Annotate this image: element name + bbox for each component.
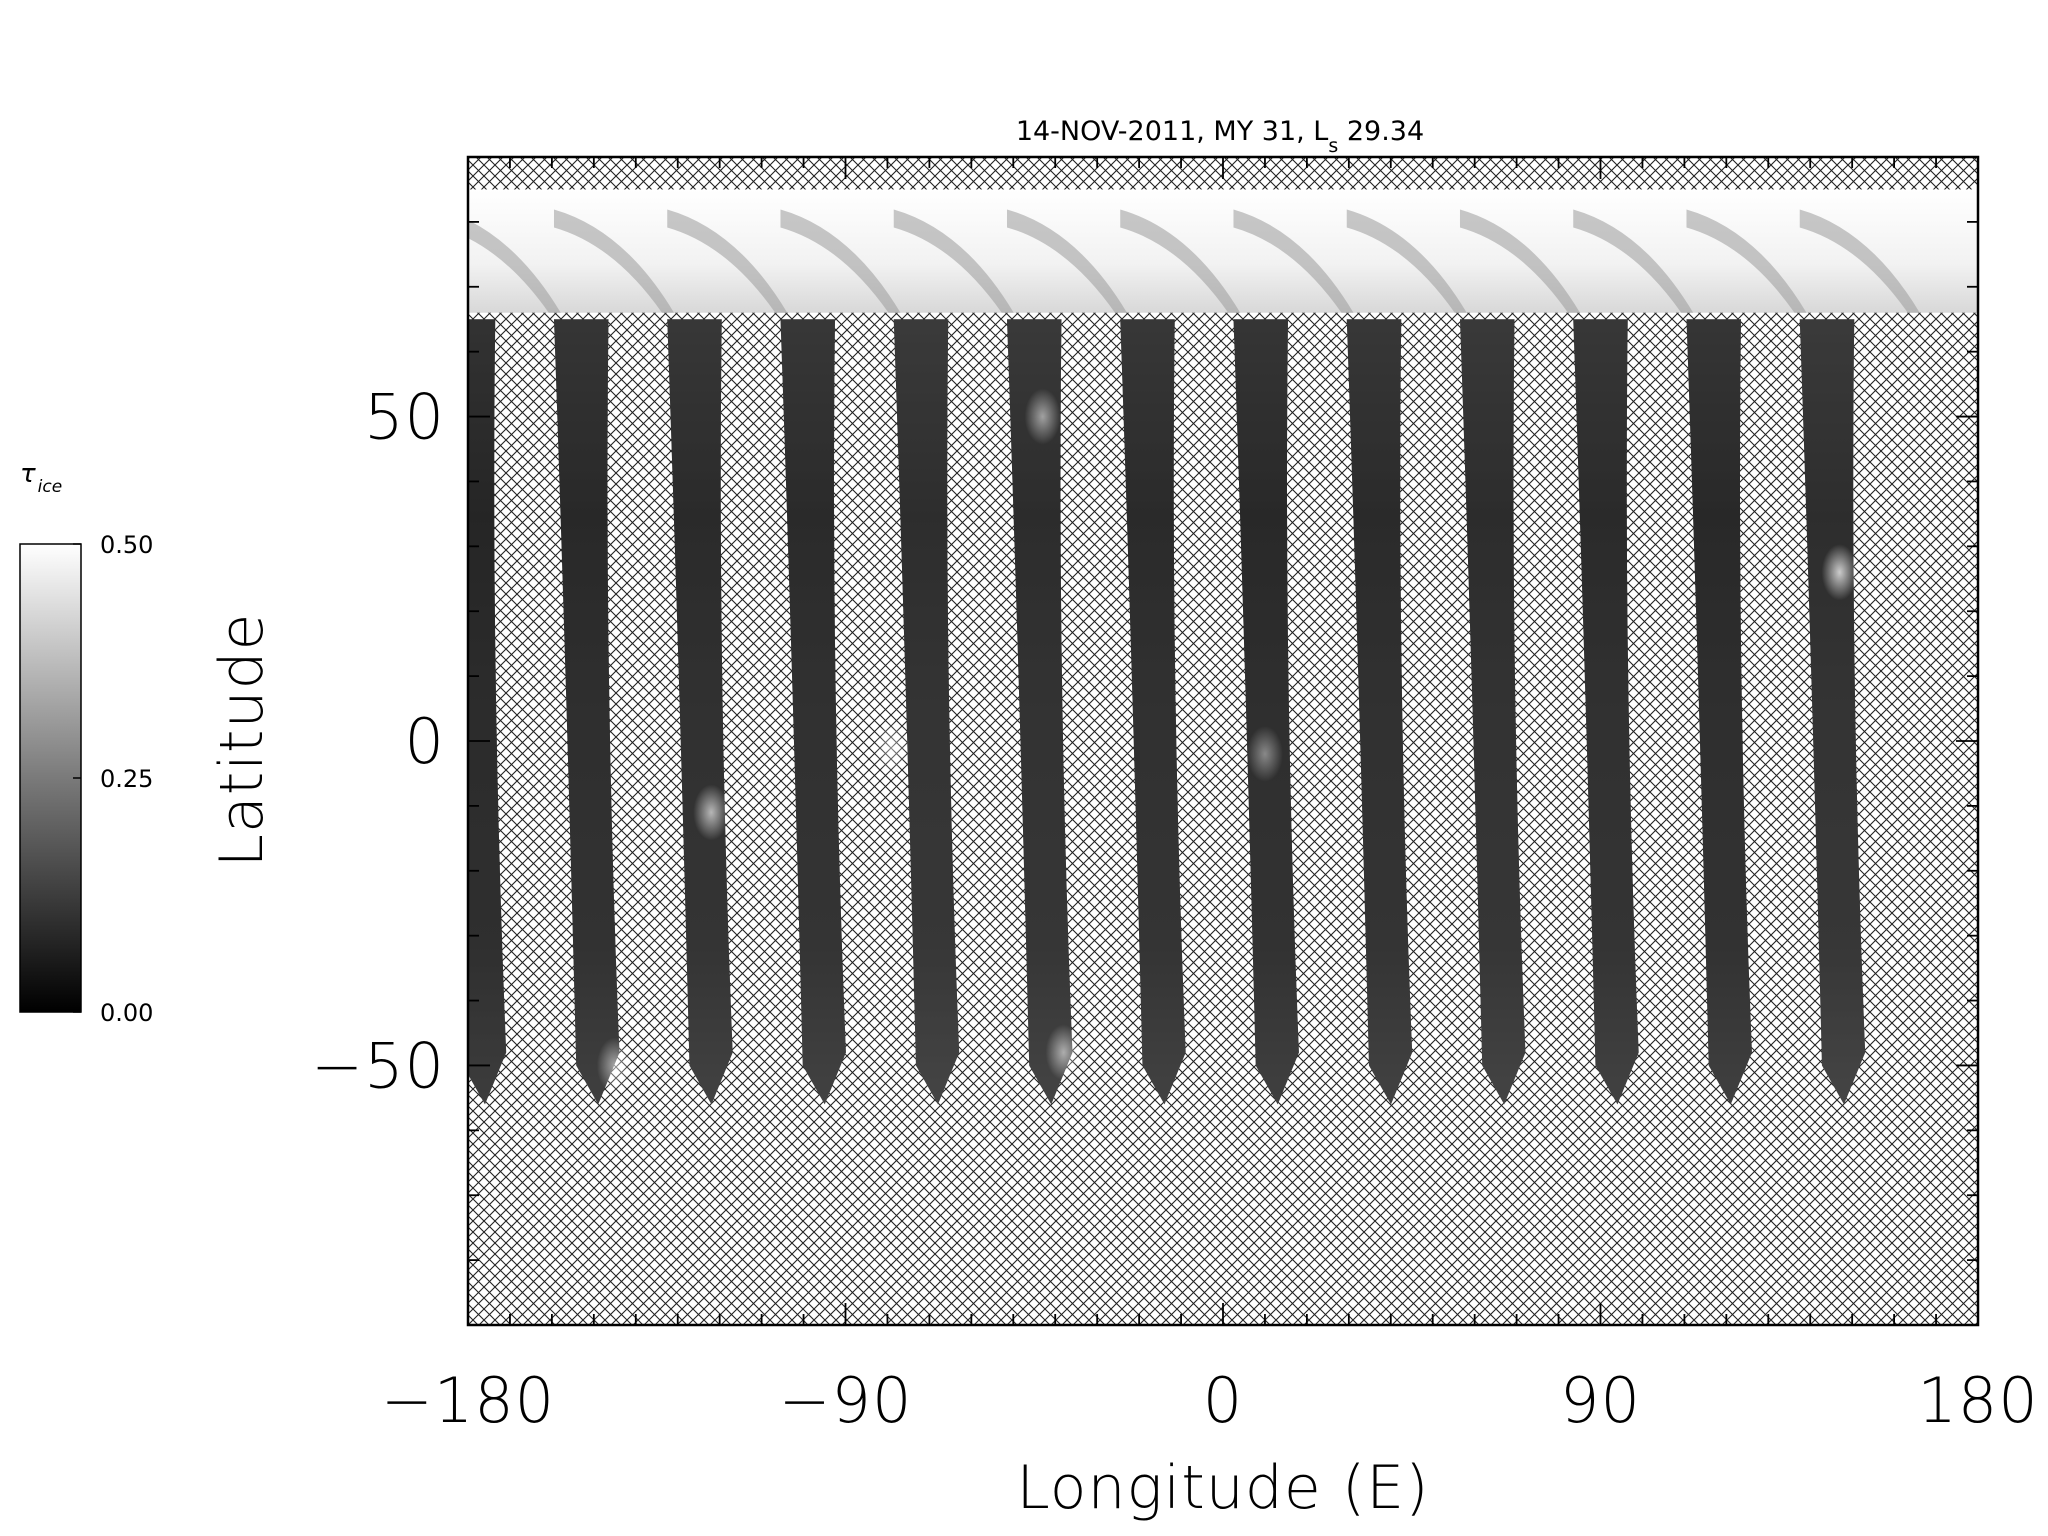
x-tick-label: 0: [1203, 1364, 1243, 1437]
swath-6: [1006, 319, 1073, 1105]
swath-5: [893, 319, 960, 1105]
colorbar-ticks: 0.50 0.25 0.00: [73, 531, 153, 1027]
title-value: 29.34: [1347, 116, 1424, 147]
colorbar-title: τ: [20, 459, 36, 489]
swath-layer: [468, 319, 1866, 1105]
y-axis-title: Latitude: [207, 613, 277, 868]
swath-tint-12: [1686, 319, 1752, 1105]
cap-seam-7: [1120, 209, 1241, 313]
swath-tint-13: [1799, 319, 1866, 1105]
swath-tint-10: [1459, 319, 1526, 1105]
x-tick-label: −180: [381, 1364, 555, 1437]
cap-seam-12: [1686, 209, 1807, 313]
plot-area: [468, 157, 1978, 1325]
bright-feature-4: [1045, 1024, 1082, 1081]
cap-seam-13: [1799, 209, 1920, 313]
swath-tint-5: [893, 319, 960, 1105]
colorbar-tick-label: 0.25: [100, 765, 153, 793]
y-tick-label: 0: [405, 705, 445, 778]
swath-tint-4: [780, 319, 846, 1105]
swath-4: [780, 319, 846, 1105]
bright-feature-3: [1024, 388, 1061, 445]
polar-cap-layer: [468, 189, 1978, 313]
x-tick-label: 180: [1917, 1364, 2038, 1437]
cap-seam-1: [468, 220, 561, 313]
cap-seam-11: [1573, 209, 1694, 313]
swath-tint-1: [468, 319, 507, 1105]
swath-7: [1120, 319, 1186, 1105]
swath-11: [1573, 319, 1639, 1105]
x-axis-title: Longitude (E): [1016, 1453, 1429, 1523]
swath-tint-3: [667, 319, 733, 1105]
colorbar-tick-label: 0.50: [100, 531, 153, 559]
svg-text:14-NOV-2011, MY 31, Ls 29.34: 14-NOV-2011, MY 31, Ls 29.34: [1016, 116, 1424, 157]
swath-3: [667, 319, 733, 1105]
cap-seam-5: [893, 209, 1014, 313]
swath-10: [1459, 319, 1526, 1105]
cap-seam-9: [1346, 209, 1467, 313]
swath-13: [1799, 319, 1866, 1105]
x-tick-label: 90: [1560, 1364, 1641, 1437]
chart-title: 14-NOV-2011, MY 31, Ls 29.34: [1016, 116, 1424, 157]
colorbar-tick-label: 0.00: [100, 999, 153, 1027]
cap-seam-10: [1459, 209, 1580, 313]
swath-tint-6: [1006, 319, 1073, 1105]
cap-seam-2: [553, 209, 674, 313]
title-main: 14-NOV-2011, MY 31, L: [1016, 116, 1329, 147]
y-tick-label: −50: [311, 1029, 445, 1102]
swath-tint-8: [1233, 319, 1299, 1105]
cap-seam-3: [667, 209, 788, 313]
cap-seam-6: [1006, 209, 1127, 313]
swath-tint-11: [1573, 319, 1639, 1105]
bright-feature-6: [873, 719, 910, 776]
colorbar-title-subscript: ice: [38, 477, 63, 497]
bright-feature-layer: [596, 388, 1858, 1094]
cap-seam-4: [780, 209, 901, 313]
colorbar: τ ice 0.50 0.25 0.00: [19, 459, 153, 1027]
bright-feature-2: [693, 784, 730, 841]
swath-tint-7: [1120, 319, 1186, 1105]
swath-12: [1686, 319, 1752, 1105]
x-tick-label: −90: [779, 1364, 913, 1437]
swath-8: [1233, 319, 1299, 1105]
tick-marks: [467, 156, 1979, 1326]
swath-tint-9: [1346, 319, 1413, 1105]
bright-feature-1: [1821, 544, 1858, 601]
swath-2: [553, 319, 620, 1105]
bright-feature-5: [596, 1037, 633, 1094]
swath-tint-2: [553, 319, 620, 1105]
tick-labels: −180 −90 0 90 180 −50 0 50: [311, 381, 2038, 1437]
colorbar-gradient: [19, 543, 82, 1013]
y-tick-label: 50: [364, 381, 445, 454]
swath-1: [468, 319, 507, 1105]
bright-feature-7: [1246, 725, 1283, 782]
title-subscript: s: [1328, 135, 1338, 157]
cap-seam-8: [1233, 209, 1354, 313]
swath-9: [1346, 319, 1413, 1105]
